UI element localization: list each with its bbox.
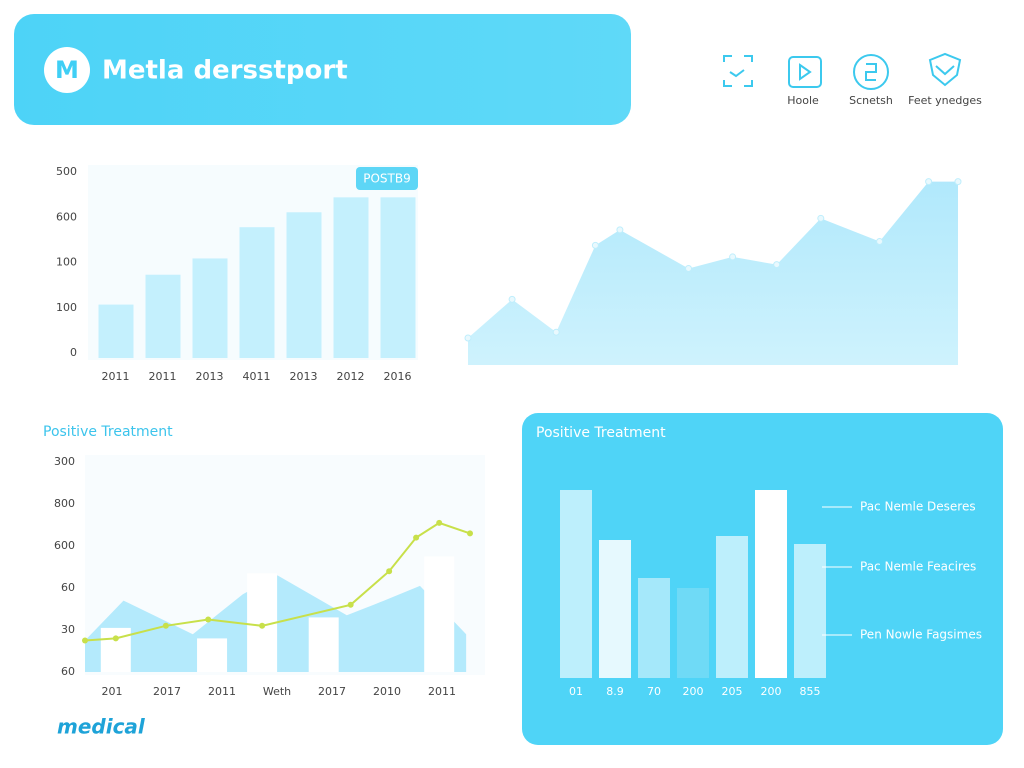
x-tick-label: 855 <box>800 685 821 698</box>
point <box>616 226 624 234</box>
logo-circle <box>44 47 90 93</box>
nav-label[interactable]: Hoole <box>787 94 819 107</box>
nav-icon[interactable] <box>723 55 753 87</box>
x-tick-label: 8.9 <box>606 685 624 698</box>
annotation: Pac Nemle Deseres <box>860 500 976 514</box>
header-title: Metla dersstport <box>102 56 348 86</box>
bar <box>239 227 275 358</box>
x-tick-label: 200 <box>683 685 704 698</box>
nav-icon[interactable] <box>788 56 822 88</box>
y-tick-label: 100 <box>56 256 77 269</box>
nav-icon[interactable] <box>853 54 889 90</box>
y-tick-label: 0 <box>70 346 77 359</box>
point <box>464 334 472 342</box>
bar <box>98 304 134 358</box>
annotation: Pen Nowle Fagsimes <box>860 628 982 642</box>
point <box>82 637 88 644</box>
bar <box>145 274 181 358</box>
nav-label[interactable]: Scnetsh <box>849 94 893 107</box>
x-tick-label: 205 <box>722 685 743 698</box>
chart-title: Positive Treatment <box>536 425 666 441</box>
y-tick-label: 60 <box>61 665 75 678</box>
bar <box>380 197 416 358</box>
point <box>591 241 599 249</box>
bar <box>100 627 131 672</box>
point <box>817 214 825 222</box>
x-tick-label: 2017 <box>318 685 346 698</box>
point <box>954 178 962 186</box>
y-tick-label: 300 <box>54 455 75 468</box>
x-tick-label: 2013 <box>290 370 318 383</box>
point <box>467 530 473 537</box>
point <box>112 635 119 642</box>
y-tick-label: 600 <box>56 210 77 223</box>
area <box>468 181 958 365</box>
x-tick-label: 2011 <box>428 685 456 698</box>
point <box>259 622 266 629</box>
y-tick-label: 600 <box>54 539 75 552</box>
nav-icon[interactable] <box>865 63 877 81</box>
x-tick-label: 2017 <box>153 685 181 698</box>
point <box>347 601 354 608</box>
y-tick-label: 100 <box>56 301 77 314</box>
bar <box>677 588 709 678</box>
badge-bg <box>356 167 418 190</box>
point <box>508 295 516 303</box>
footer-brand: medical <box>57 715 146 739</box>
point <box>162 622 169 629</box>
header-card <box>14 14 631 125</box>
x-tick-label: 2012 <box>337 370 365 383</box>
x-tick-label: 2013 <box>196 370 224 383</box>
y-tick-label: 60 <box>61 581 75 594</box>
badge: POSTB9 <box>363 172 411 186</box>
x-tick-label: 2011 <box>208 685 236 698</box>
line <box>84 521 471 642</box>
y-tick-label: 500 <box>56 165 77 178</box>
y-tick-label: 800 <box>54 497 75 510</box>
bar <box>308 617 339 672</box>
bar <box>599 540 631 678</box>
point <box>729 253 737 261</box>
bar <box>755 490 787 678</box>
point <box>876 237 884 245</box>
point <box>413 534 420 541</box>
bar <box>716 536 748 678</box>
bar <box>192 258 228 358</box>
x-tick-label: Weth <box>263 685 291 698</box>
nav-icon[interactable] <box>928 52 962 87</box>
point <box>925 178 933 186</box>
point <box>436 519 443 526</box>
x-tick-label: 2010 <box>373 685 401 698</box>
nav-icon[interactable] <box>799 63 812 81</box>
annotation: Pac Nemle Feacires <box>860 560 976 574</box>
y-tick-label: 30 <box>61 623 75 636</box>
logo: M <box>55 56 79 84</box>
bar <box>560 490 592 678</box>
bar <box>333 197 369 358</box>
chart-title: Positive Treatment <box>43 424 173 440</box>
point <box>685 265 692 272</box>
x-tick-label: 201 <box>102 685 123 698</box>
nav-icons <box>723 52 962 90</box>
x-tick-label: 200 <box>761 685 782 698</box>
x-tick-label: 2016 <box>384 370 412 383</box>
bar <box>286 212 322 358</box>
bar <box>424 556 455 672</box>
bar <box>197 638 228 672</box>
x-tick-label: 4011 <box>243 370 271 383</box>
bar <box>638 578 670 678</box>
nav-label[interactable]: Feet ynedges <box>908 94 982 107</box>
x-tick-label: 2011 <box>149 370 177 383</box>
point <box>205 616 212 623</box>
x-tick-label: 01 <box>569 685 583 698</box>
x-tick-label: 70 <box>647 685 661 698</box>
point <box>552 328 560 336</box>
x-tick-label: 2011 <box>102 370 130 383</box>
point <box>773 261 781 269</box>
point <box>386 568 393 575</box>
bar <box>794 544 826 678</box>
